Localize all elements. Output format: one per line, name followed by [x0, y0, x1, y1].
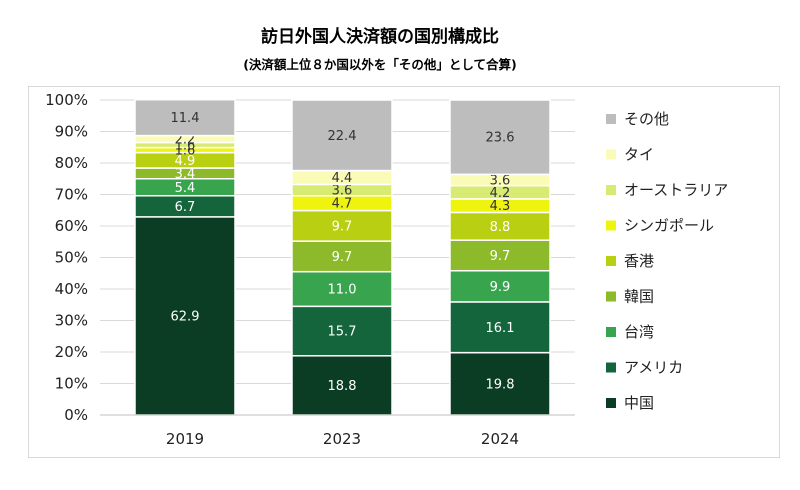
bar-segment: [449, 351, 551, 416]
data-label: 9.7: [332, 250, 353, 265]
legend-label: タイ: [624, 146, 654, 164]
data-label: 16.1: [486, 321, 515, 336]
legend-label: その他: [624, 110, 669, 128]
y-tick-label: 50%: [55, 249, 88, 267]
y-tick-label: 10%: [55, 375, 88, 393]
data-label: 3.6: [332, 184, 353, 199]
data-label: 62.9: [171, 309, 200, 324]
y-tick-label: 70%: [55, 186, 88, 204]
legend-label: オーストラリア: [624, 181, 728, 199]
data-label: 22.4: [328, 129, 357, 144]
legend-label: 韓国: [624, 288, 654, 306]
legend-label: シンガポール: [624, 217, 714, 235]
legend-label: アメリカ: [624, 359, 683, 377]
legend-swatch: [606, 256, 616, 266]
chart-frame: [28, 86, 780, 458]
x-tick-label: 2024: [481, 430, 519, 448]
chart-subtitle: (決済額上位８か国以外を「その他」として合算): [243, 57, 517, 72]
y-tick-label: 0%: [64, 406, 88, 424]
legend-label: 台湾: [624, 323, 654, 341]
data-label: 8.8: [490, 220, 511, 235]
bar-segment: [291, 209, 393, 242]
data-label: 3.6: [490, 174, 511, 189]
bar-segment: [134, 98, 236, 137]
legend-swatch: [606, 291, 616, 302]
legend-label: 中国: [624, 394, 654, 412]
legend-swatch: [606, 220, 616, 231]
y-tick-label: 100%: [45, 91, 88, 109]
data-label: 5.4: [175, 181, 196, 196]
data-label: 9.7: [490, 249, 511, 264]
data-label: 4.3: [490, 199, 511, 214]
data-label: 9.7: [332, 219, 353, 234]
data-label: 15.7: [328, 325, 357, 340]
y-tick-label: 30%: [55, 312, 88, 330]
y-tick-label: 80%: [55, 154, 88, 172]
data-label: 23.6: [486, 131, 515, 146]
legend-label: 香港: [624, 252, 654, 270]
bar-segment: [134, 216, 236, 416]
legend-swatch: [606, 185, 616, 195]
legend-swatch: [606, 398, 616, 408]
bar-segment: [449, 99, 551, 176]
bar-segment: [449, 301, 551, 354]
y-tick-label: 40%: [55, 280, 88, 298]
data-label: 9.9: [490, 280, 511, 295]
x-tick-label: 2019: [166, 430, 204, 448]
bar-segment: [449, 269, 551, 303]
bar-segment: [291, 99, 393, 172]
legend-swatch: [606, 114, 616, 124]
bar-segment: [449, 239, 551, 272]
bar-segment: [291, 305, 393, 357]
data-label: 11.0: [328, 283, 357, 298]
data-label: 4.2: [490, 186, 511, 201]
y-tick-label: 20%: [55, 343, 88, 361]
chart-title: 訪日外国人決済額の国別構成比: [261, 27, 499, 47]
data-label: 6.7: [175, 200, 196, 215]
x-tick-label: 2023: [323, 430, 361, 448]
bar-segment: [291, 270, 393, 308]
data-label: 4.4: [332, 171, 353, 186]
data-label: 18.8: [328, 379, 357, 394]
legend-swatch: [606, 149, 616, 160]
data-label: 3.4: [175, 167, 196, 182]
y-tick-label: 90%: [55, 123, 88, 141]
y-tick-label: 60%: [55, 217, 88, 235]
data-label: 19.8: [486, 377, 515, 392]
data-label: 11.4: [171, 111, 200, 126]
bar-segment: [291, 240, 393, 273]
legend-swatch: [606, 362, 616, 373]
data-label: 4.9: [175, 154, 196, 169]
legend-swatch: [606, 327, 616, 337]
data-label: 4.7: [332, 197, 353, 212]
